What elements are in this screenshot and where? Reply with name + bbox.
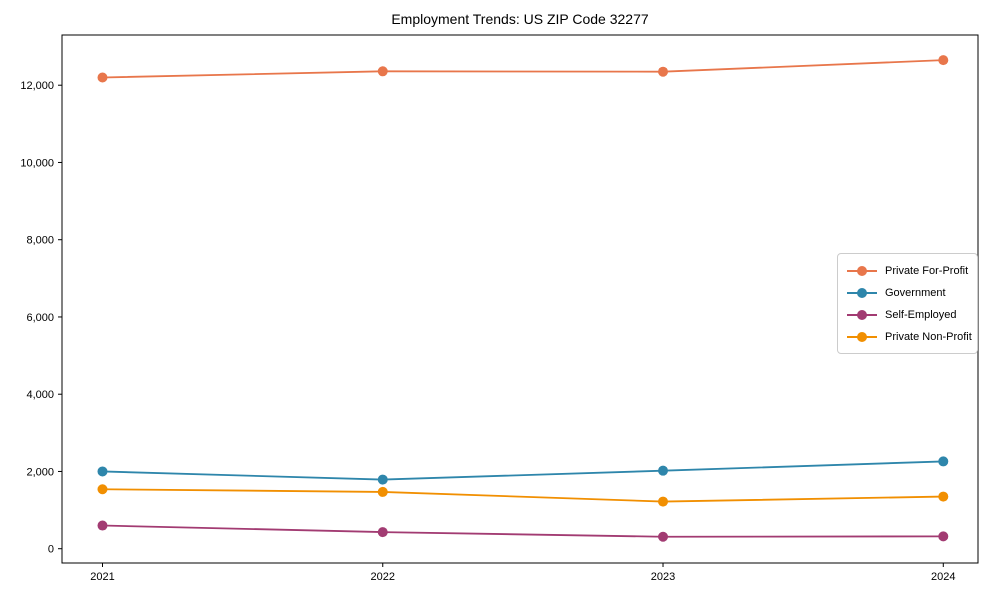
legend-marker-icon xyxy=(857,309,867,320)
y-tick-label: 2,000 xyxy=(26,466,54,478)
legend-swatch-icon xyxy=(847,287,877,299)
legend-item-private-for-profit: Private For-Profit xyxy=(847,262,968,279)
legend-marker-icon xyxy=(857,287,867,298)
data-point-self-employed-2023 xyxy=(658,531,669,542)
legend-item-private-non-profit: Private Non-Profit xyxy=(847,328,972,345)
legend-item-self-employed: Self-Employed xyxy=(847,306,968,323)
legend-label: Private Non-Profit xyxy=(885,330,972,343)
legend-label: Private For-Profit xyxy=(885,264,969,277)
data-point-government-2022 xyxy=(377,474,388,485)
data-point-private-for-profit-2021 xyxy=(97,72,108,83)
x-tick-label: 2021 xyxy=(90,571,114,583)
legend-marker-icon xyxy=(857,331,867,342)
series-line-private-for-profit xyxy=(102,59,944,79)
legend-swatch-icon xyxy=(847,331,877,343)
data-point-government-2024 xyxy=(938,456,949,467)
chart-legend: Private For-Profit Government Self-Employe… xyxy=(837,253,978,354)
data-point-private-for-profit-2024 xyxy=(938,55,949,66)
legend-marker-icon xyxy=(857,265,867,276)
legend-swatch-icon xyxy=(847,265,877,277)
series-line-self-employed xyxy=(102,524,944,538)
data-point-private-non-profit-2022 xyxy=(377,486,388,497)
data-point-self-employed-2021 xyxy=(97,520,108,531)
x-tick-label: 2022 xyxy=(371,571,395,583)
series-line-government xyxy=(102,460,944,481)
legend-swatch-icon xyxy=(847,309,877,321)
y-tick-label: 8,000 xyxy=(26,235,54,247)
legend-item-government: Government xyxy=(847,284,968,301)
y-tick-label: 6,000 xyxy=(26,312,54,324)
data-point-government-2023 xyxy=(658,465,669,476)
data-point-self-employed-2024 xyxy=(938,531,949,542)
data-point-private-non-profit-2024 xyxy=(938,491,949,502)
data-point-private-for-profit-2022 xyxy=(377,66,388,77)
data-point-private-non-profit-2021 xyxy=(97,484,108,495)
y-tick-label: 10,000 xyxy=(20,157,54,169)
x-tick-label: 2023 xyxy=(651,571,675,583)
data-point-private-for-profit-2023 xyxy=(658,66,669,77)
data-point-self-employed-2022 xyxy=(377,527,388,538)
x-tick-label: 2024 xyxy=(931,571,955,583)
chart-title: Employment Trends: US ZIP Code 32277 xyxy=(391,11,649,27)
legend-label: Self-Employed xyxy=(885,308,957,321)
y-tick-label: 0 xyxy=(48,544,54,556)
y-tick-label: 12,000 xyxy=(20,80,54,92)
legend-label: Government xyxy=(885,286,946,299)
plot-border xyxy=(61,34,979,564)
series-line-private-non-profit xyxy=(102,488,944,503)
data-point-private-non-profit-2023 xyxy=(658,496,669,507)
y-tick-label: 4,000 xyxy=(26,389,54,401)
data-point-government-2021 xyxy=(97,466,108,477)
